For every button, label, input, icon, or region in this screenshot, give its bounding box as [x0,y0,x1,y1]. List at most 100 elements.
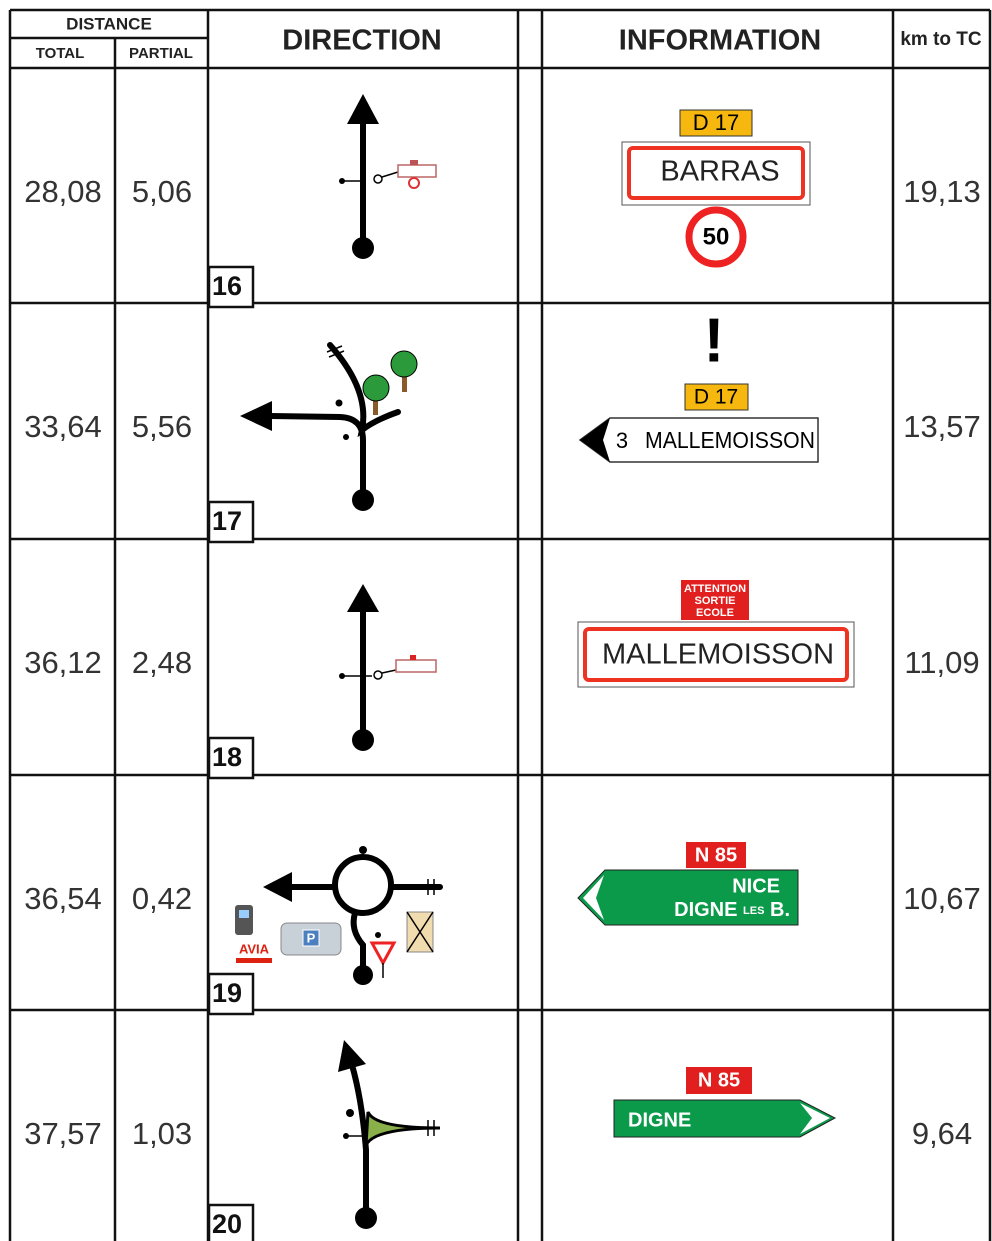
total: 36,54 [24,881,102,916]
direction-diagram-polygon [240,401,272,431]
sign-text: DISTANCE [66,14,152,33]
direction-diagram [338,1040,441,1229]
sign-text: P [307,930,316,945]
sign-text: B. [770,899,790,921]
info-signs-rect [686,842,746,868]
direction-diagram-line [381,669,397,674]
sign-text: LES [743,905,764,917]
info-signs-polygon [578,417,819,463]
direction-diagram-line [328,350,345,358]
info-signs-rect [627,146,805,200]
step-number: 18 [212,742,242,772]
direction-diagram-path [350,910,366,978]
sign-text: ATTENTION [684,583,746,595]
direction-diagram-path [364,1111,441,1146]
info-signs-rect [684,383,749,411]
direction-diagram-circle [339,178,345,184]
sign-text: BARRAS [660,156,779,188]
step-box [207,500,255,544]
info-signs: ! D 17 3 MALLEMOISSON [578,306,819,463]
direction-diagram [339,94,437,259]
sign-text: ! [704,306,725,375]
km-to-tc: 13,57 [903,409,981,444]
direction-diagram-rect [410,160,418,165]
direction-diagram [240,342,418,511]
sign-text: DIGNE [628,1109,691,1131]
direction-diagram-rect [397,164,437,178]
direction-diagram-path [349,1062,369,1221]
direction-diagram-path [267,413,366,503]
direction-diagram-polygon [347,584,379,612]
sign-text: DIGNE LES B. [674,899,790,921]
sign-text: MALLEMOISSON [645,427,815,453]
direction-diagram: P AVIA [235,846,443,985]
direction-diagram-circle [353,965,373,985]
direction-diagram-circle [343,434,349,440]
sign-text: DIGNE [674,899,737,921]
direction-diagram-rect [410,655,416,660]
direction-diagram-line [326,345,343,353]
direction-diagram-circle [346,1109,354,1117]
sign-text: N 85 [695,844,737,866]
info-signs-polygon [580,418,610,462]
direction-diagram-circle [375,932,381,938]
rows: 28,08 5,06 19,13 16 33,64 5,56 13,57 17 36,12 2,4… [24,174,981,1241]
direction-diagram-circle [332,854,394,916]
direction-diagram-polygon [263,872,292,902]
step-number: 20 [212,1209,242,1239]
direction-diagram-rect [395,659,437,673]
sign-text: km to TC [900,29,982,50]
partial: 5,06 [132,174,192,209]
info-signs-rect [583,627,849,682]
direction-diagram-rect [239,910,249,918]
direction-diagram-circle [339,673,345,679]
info-signs-rect [681,580,749,620]
direction-diagram-rect [302,929,320,947]
step-number: 16 [212,271,242,301]
table-grid [8,8,992,1241]
step-box [207,265,255,309]
info-signs-circle [685,206,747,268]
direction-diagram-rect [235,905,253,935]
partial: 1,03 [132,1116,192,1151]
partial: 0,42 [132,881,192,916]
km-to-tc: 19,13 [903,174,981,209]
sign-text: NICE [732,875,780,897]
info-signs-rect [686,1067,752,1094]
direction-diagram-polygon [338,1040,366,1072]
sign-text: INFORMATION [619,25,821,57]
step-number: 19 [212,978,242,1008]
info-signs-rect [679,109,753,137]
step-number: 17 [212,506,242,536]
direction-diagram [339,584,437,751]
direction-diagram-circle [352,237,374,259]
km-to-tc: 11,09 [904,645,979,680]
step-box [207,1203,255,1241]
sign-text: 3 [616,428,628,453]
info-signs: N 85 DIGNE [613,1067,837,1138]
total: 36,12 [24,645,102,680]
sign-text: AVIA [239,941,270,956]
direction-diagram-rect [373,393,378,415]
direction-diagram-circle [362,374,390,402]
total: 37,57 [24,1116,102,1151]
sign-text: SORTIE [695,595,736,607]
direction-diagram-circle [359,846,367,854]
direction-diagram-circle [355,1207,377,1229]
partial: 5,56 [132,409,192,444]
info-signs-polygon [577,869,799,926]
sign-text: DIRECTION [282,25,442,57]
partial: 2,48 [132,645,192,680]
direction-diagram-rect [236,958,272,963]
sign-text: D 17 [694,386,738,409]
direction-diagram-path [327,342,401,438]
sign-text: D 17 [693,110,739,135]
direction-diagram-polygon [347,94,379,124]
total: 28,08 [24,174,102,209]
info-signs-polygon [613,1099,837,1138]
step-box [207,736,255,780]
sign-text: TOTAL [36,45,85,62]
sign-text: MALLEMOISSON [602,639,834,671]
direction-diagram-circle [408,177,420,189]
